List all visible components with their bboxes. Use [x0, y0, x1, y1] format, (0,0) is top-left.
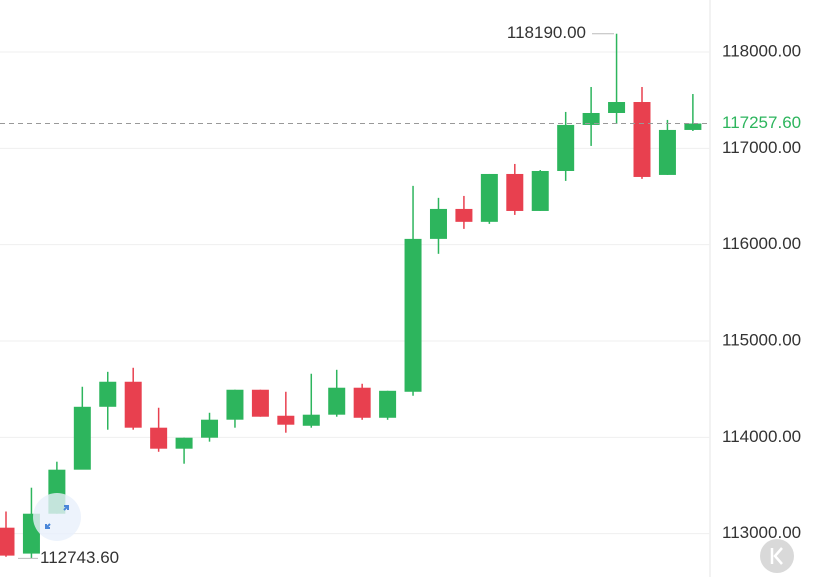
- candle-body: [658, 129, 676, 175]
- y-tick-label: 116000.00: [722, 234, 801, 253]
- candle-body: [328, 387, 346, 415]
- y-tick-label: 117000.00: [722, 138, 801, 157]
- candle-body: [379, 390, 397, 418]
- candle-body: [582, 112, 600, 125]
- candle-body: [0, 527, 15, 556]
- candle-body: [99, 381, 117, 407]
- candle-body: [404, 238, 422, 392]
- y-tick-label: 113000.00: [722, 523, 801, 542]
- candle-body: [201, 419, 219, 438]
- candle-body: [455, 208, 473, 222]
- reset-icon: [770, 547, 783, 565]
- candle-body: [429, 208, 447, 239]
- candle-body: [633, 102, 651, 177]
- candle-body: [480, 173, 498, 222]
- y-tick-label: 115000.00: [722, 330, 801, 349]
- candle-body: [73, 406, 91, 470]
- candle-body: [124, 381, 142, 428]
- candle-body: [353, 387, 371, 418]
- candle-body: [531, 170, 549, 211]
- low-marker-label: 112743.60: [40, 548, 119, 567]
- high-marker-label: 118190.00: [507, 23, 586, 42]
- reset-button[interactable]: [760, 539, 794, 573]
- y-tick-label: 118000.00: [722, 42, 801, 61]
- expand-icon: [45, 505, 69, 529]
- candle-body: [506, 173, 524, 211]
- candle-body: [557, 124, 575, 171]
- candle-body: [684, 123, 702, 130]
- candle-body: [150, 427, 168, 449]
- candle-body: [251, 389, 269, 417]
- candle-body: [277, 415, 295, 425]
- candle-body: [175, 437, 193, 449]
- last-price-label: 117257.60: [722, 113, 801, 132]
- candle-body: [302, 414, 320, 426]
- expand-button[interactable]: [33, 493, 81, 541]
- y-tick-label: 114000.00: [722, 427, 801, 446]
- candle-body: [226, 389, 244, 420]
- candle-body: [608, 102, 626, 113]
